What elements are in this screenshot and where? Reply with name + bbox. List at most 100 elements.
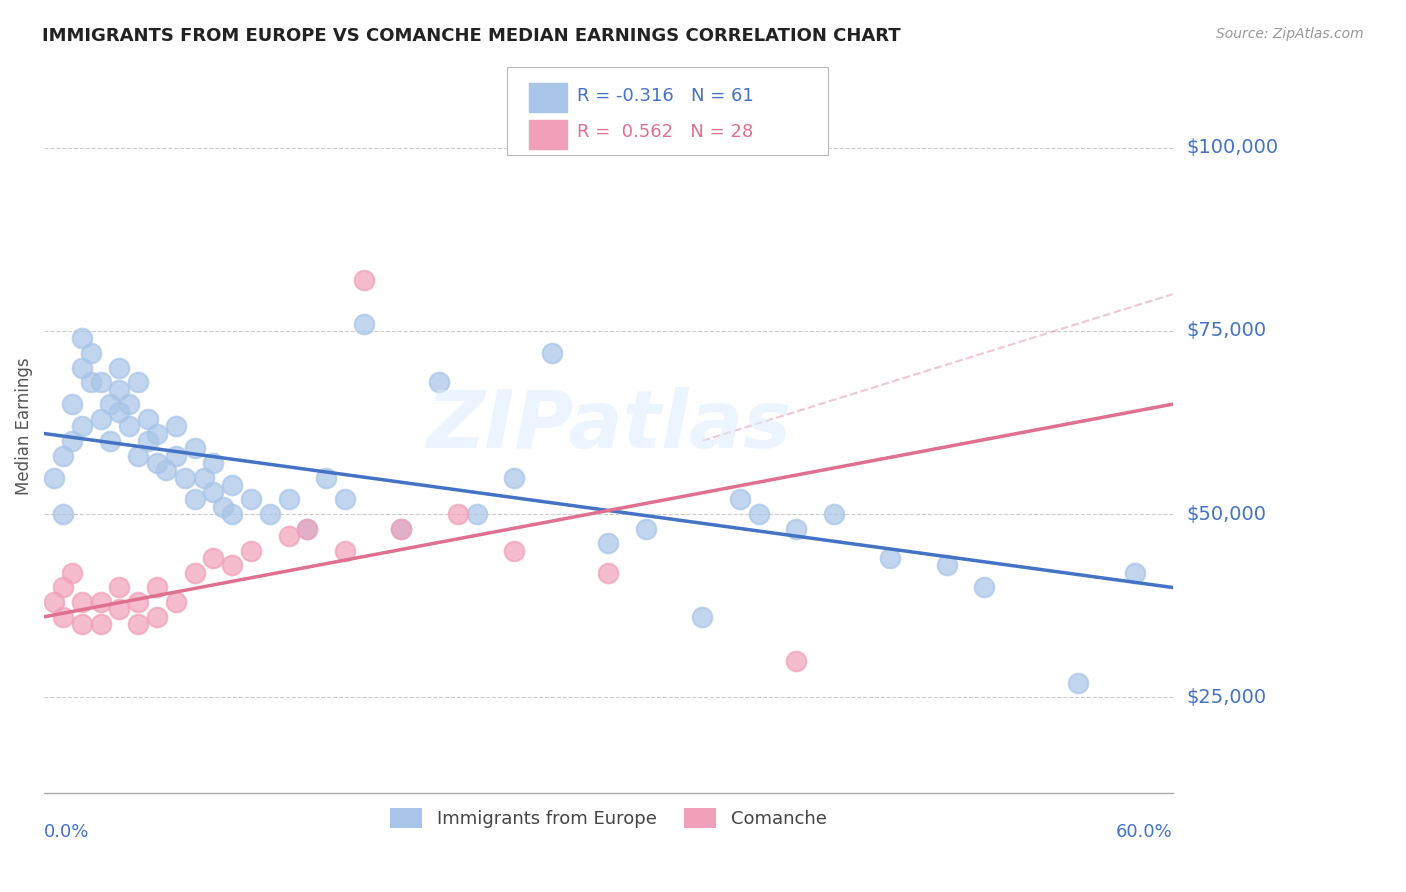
Point [165,449,187,463]
Point [503,470,526,484]
Point [174,470,197,484]
Text: IMMIGRANTS FROM EUROPE VS COMANCHE MEDIAN EARNINGS CORRELATION CHART: IMMIGRANTS FROM EUROPE VS COMANCHE MEDIA… [42,27,901,45]
Point [146,609,169,624]
FancyBboxPatch shape [506,67,828,155]
Point [202,551,225,566]
Bar [529,83,567,112]
Point [70,360,93,375]
Point [127,375,149,389]
Point [465,507,488,521]
Point [785,654,807,668]
Point [748,507,770,521]
Point [70,595,93,609]
Point [202,485,225,500]
Point [297,522,319,536]
Text: 60.0%: 60.0% [1116,823,1173,841]
Point [391,522,413,536]
Point [90,617,112,632]
Point [42,470,65,484]
Text: R = -0.316   N = 61: R = -0.316 N = 61 [576,87,754,104]
Point [52,581,75,595]
Point [785,522,807,536]
Point [108,383,131,397]
Point [155,463,177,477]
Point [503,544,526,558]
Point [127,595,149,609]
Point [98,434,121,448]
Text: $50,000: $50,000 [1187,505,1267,524]
Text: Source: ZipAtlas.com: Source: ZipAtlas.com [1216,27,1364,41]
Point [297,522,319,536]
Point [183,566,205,580]
Point [935,558,957,573]
Point [42,595,65,609]
Point [277,492,299,507]
Point [136,412,159,426]
Point [90,375,112,389]
Point [353,272,375,286]
Point [127,449,149,463]
Point [541,346,564,360]
Point [108,404,131,418]
Point [391,522,413,536]
Point [80,346,103,360]
Point [165,595,187,609]
Point [70,331,93,345]
Legend: Immigrants from Europe, Comanche: Immigrants from Europe, Comanche [382,801,834,835]
Point [146,426,169,441]
Text: $25,000: $25,000 [1187,688,1267,707]
Point [211,500,233,514]
Point [80,375,103,389]
Text: $75,000: $75,000 [1187,321,1267,341]
Point [52,449,75,463]
Point [598,566,620,580]
Point [447,507,470,521]
Point [879,551,901,566]
Point [183,492,205,507]
Point [60,397,83,411]
Text: 0.0%: 0.0% [44,823,90,841]
Point [823,507,845,521]
Point [333,492,356,507]
Point [240,492,263,507]
Point [692,609,714,624]
Point [427,375,450,389]
Point [60,566,83,580]
Point [60,434,83,448]
Point [52,507,75,521]
Point [277,529,299,543]
Point [634,522,657,536]
Point [70,419,93,434]
Point [165,419,187,434]
Point [1067,675,1090,690]
Bar [529,120,567,149]
Text: ZIPatlas: ZIPatlas [426,387,790,466]
Point [240,544,263,558]
Point [136,434,159,448]
Point [70,617,93,632]
Point [183,441,205,455]
Point [221,558,243,573]
Point [108,360,131,375]
Point [315,470,337,484]
Point [221,507,243,521]
Point [202,456,225,470]
Point [353,317,375,331]
Point [259,507,281,521]
Y-axis label: Median Earnings: Median Earnings [15,358,32,495]
Point [728,492,751,507]
Point [221,478,243,492]
Point [1123,566,1146,580]
Point [193,470,215,484]
Point [108,581,131,595]
Text: $100,000: $100,000 [1187,138,1278,157]
Point [146,456,169,470]
Point [333,544,356,558]
Text: R =  0.562   N = 28: R = 0.562 N = 28 [576,123,754,141]
Point [90,412,112,426]
Point [108,602,131,616]
Point [118,397,141,411]
Point [118,419,141,434]
Point [146,581,169,595]
Point [52,609,75,624]
